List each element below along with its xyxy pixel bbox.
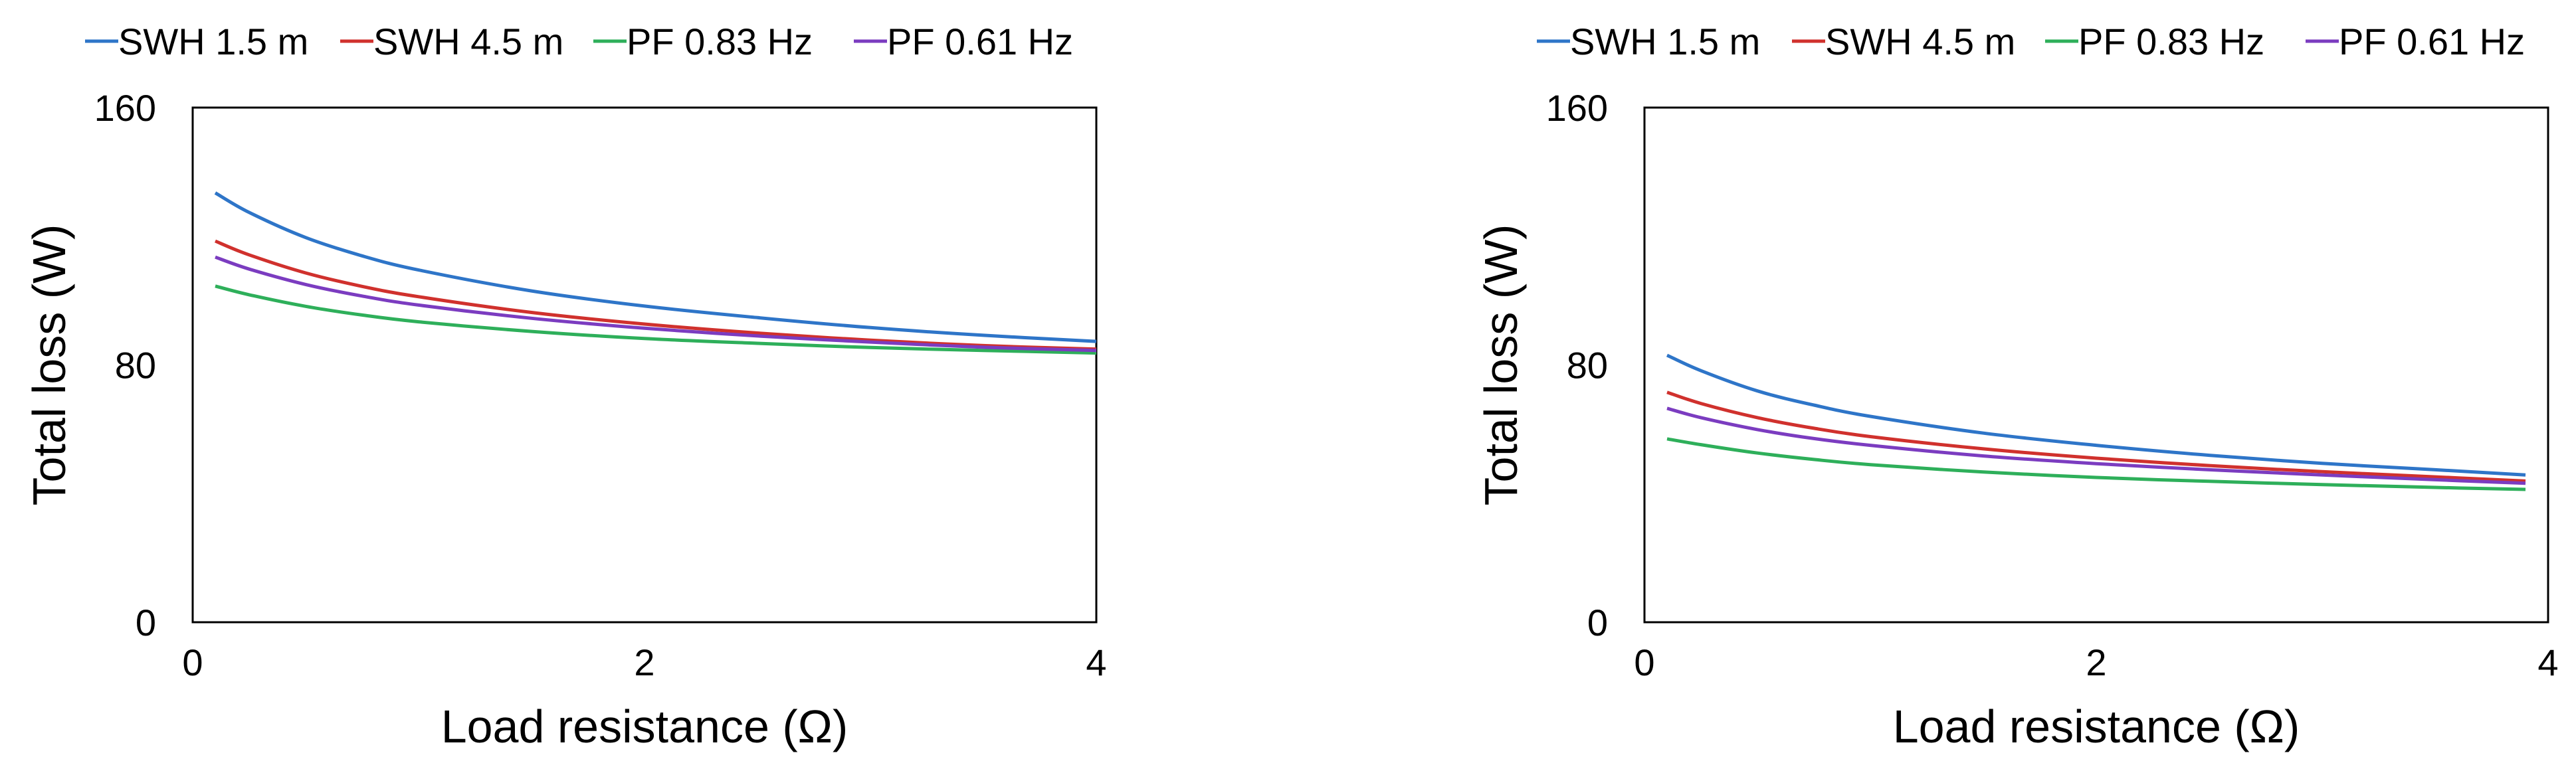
left-chart-series-line [215, 284, 1097, 355]
right-chart-legend-label: SWH 4.5 m [1825, 21, 2015, 62]
left-chart-legend: SWH 1.5 m SWH 4.5 m PF 0.83 Hz PF 0.61 Hz [85, 21, 1073, 62]
left-chart-series-line [215, 255, 1097, 353]
left-chart-legend-label: SWH 4.5 m [373, 21, 563, 62]
right-chart-y-tick-label: 0 [1587, 602, 1608, 643]
right-chart-legend-item: SWH 1.5 m [1537, 21, 1760, 62]
right-chart-x-axis-title: Load resistance (Ω) [1893, 701, 2300, 752]
right-chart-legend: SWH 1.5 m SWH 4.5 m PF 0.83 Hz PF 0.61 Hz [1537, 21, 2525, 62]
right-chart-legend-label: SWH 1.5 m [1570, 21, 1760, 62]
left-chart-y-axis-title: Total loss (W) [23, 224, 75, 506]
right-chart-legend-label: PF 0.83 Hz [2078, 21, 2264, 62]
right-chart-x-tick-label: 2 [2086, 641, 2106, 683]
right-chart-y-axis-title: Total loss (W) [1475, 224, 1527, 506]
right-chart-series-line [1666, 406, 2526, 485]
left-chart-y-tick-label: 80 [115, 345, 156, 386]
right-chart-y-tick-label: 80 [1567, 345, 1608, 386]
left-chart-x-tick-label: 4 [1086, 641, 1106, 683]
right-chart-legend-item: SWH 4.5 m [1792, 21, 2015, 62]
left-chart-legend-label: PF 0.61 Hz [887, 21, 1073, 62]
left-chart-x-tick-label: 2 [634, 641, 654, 683]
left-chart-legend-label: SWH 1.5 m [118, 21, 308, 62]
left-chart-series-line [214, 191, 1097, 343]
left-chart-legend-item: SWH 1.5 m [85, 21, 308, 62]
left-chart: SWH 1.5 m SWH 4.5 m PF 0.83 Hz PF 0.61 Hz 0 8… [0, 0, 1262, 763]
right-chart-series-line [1666, 437, 2526, 491]
left-chart-plot-frame [191, 106, 1098, 624]
right-chart-legend-item: PF 0.83 Hz [2045, 21, 2264, 62]
right-chart-plot-frame [1643, 106, 2549, 624]
left-chart-legend-item: PF 0.61 Hz [854, 21, 1073, 62]
left-chart-legend-item: SWH 4.5 m [340, 21, 563, 62]
left-chart-y-tick-label: 160 [94, 87, 156, 129]
left-chart-legend-item: PF 0.83 Hz [593, 21, 813, 62]
left-chart-y-tick-label: 0 [136, 602, 156, 643]
right-chart-legend-item: PF 0.61 Hz [2306, 21, 2525, 62]
right-chart-legend-label: PF 0.61 Hz [2339, 21, 2525, 62]
right-chart-x-tick-label: 0 [1634, 641, 1654, 683]
right-chart: SWH 1.5 m SWH 4.5 m PF 0.83 Hz PF 0.61 Hz 0 8… [1452, 0, 2576, 763]
left-chart-series-line [215, 239, 1097, 351]
right-chart-svg: SWH 1.5 m SWH 4.5 m PF 0.83 Hz PF 0.61 Hz 0 8… [1475, 21, 2559, 752]
left-chart-legend-label: PF 0.83 Hz [627, 21, 813, 62]
right-chart-series-line [1666, 390, 2526, 483]
left-chart-svg: SWH 1.5 m SWH 4.5 m PF 0.83 Hz PF 0.61 Hz 0 8… [23, 21, 1107, 752]
right-chart-x-tick-label: 4 [2537, 641, 2558, 683]
right-chart-y-tick-label: 160 [1546, 87, 1608, 129]
left-chart-x-axis-title: Load resistance (Ω) [441, 701, 848, 752]
right-chart-series-line [1666, 353, 2526, 477]
left-chart-x-tick-label: 0 [182, 641, 203, 683]
